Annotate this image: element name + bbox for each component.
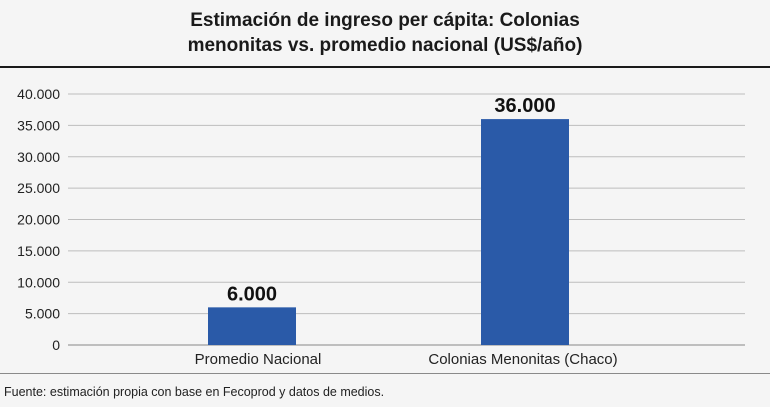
- category-label: Colonias Menonitas (Chaco): [428, 351, 617, 368]
- data-label: 36.000: [494, 95, 555, 117]
- y-tick-label: 10.000: [17, 274, 60, 290]
- data-label: 6.000: [227, 283, 277, 305]
- y-tick-label: 35.000: [17, 117, 60, 133]
- chart-title: Estimación de ingreso per cápita: Coloni…: [0, 8, 770, 58]
- chart-title-line-2: menonitas vs. promedio nacional (US$/año…: [187, 35, 583, 56]
- y-tick-label: 40.000: [17, 86, 60, 102]
- title-divider: [0, 66, 770, 68]
- y-tick-label: 15.000: [17, 243, 60, 259]
- bar: [208, 307, 296, 345]
- y-tick-label: 5.000: [25, 306, 60, 322]
- y-tick-label: 20.000: [17, 212, 60, 228]
- y-tick-label: 25.000: [17, 180, 60, 196]
- footer-divider: [0, 373, 770, 374]
- y-tick-label: 0: [52, 337, 60, 353]
- chart-title-line-1: Estimación de ingreso per cápita: Coloni…: [190, 10, 580, 31]
- source-note: Fuente: estimación propia con base en Fe…: [4, 385, 385, 399]
- bar: [481, 119, 569, 345]
- category-label: Promedio Nacional: [195, 351, 322, 368]
- y-tick-label: 30.000: [17, 149, 60, 165]
